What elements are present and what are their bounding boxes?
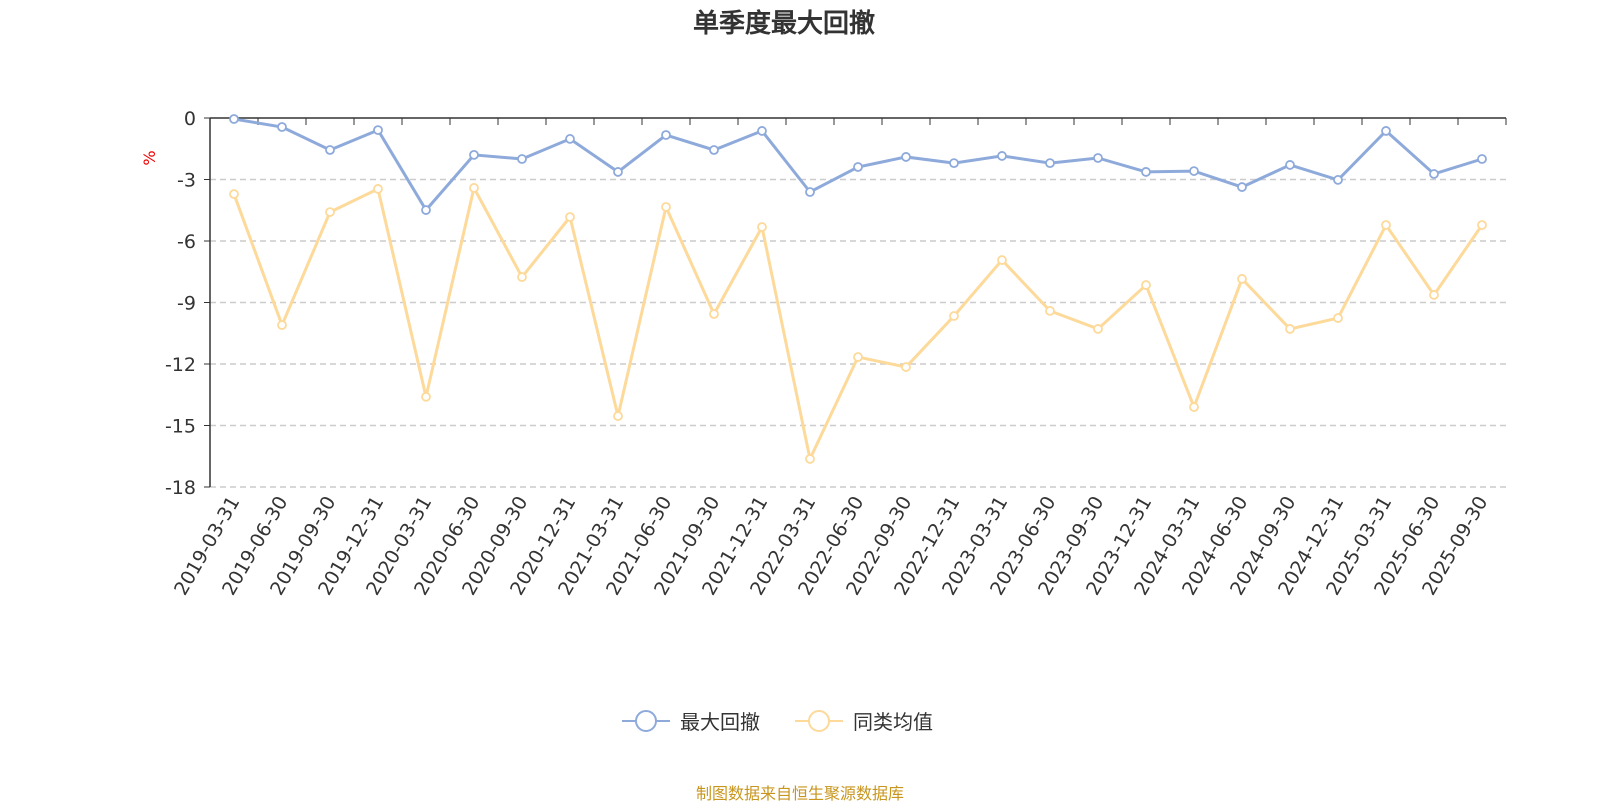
data-point [517,154,527,164]
data-point [1093,153,1103,163]
data-point [901,152,911,162]
data-point [757,222,767,232]
data-point [1333,175,1343,185]
data-point [853,352,863,362]
data-point [997,151,1007,161]
data-point [661,202,671,212]
y-tick-label: 0 [184,108,196,130]
data-point [1429,290,1439,300]
data-point [949,311,959,321]
data-point [277,122,287,132]
data-point [661,130,671,140]
data-point [1141,280,1151,290]
data-point [997,255,1007,265]
data-point [421,205,431,215]
data-point [1285,324,1295,334]
legend-label: 最大回撤 [680,710,760,734]
data-point [1333,313,1343,323]
data-point [517,272,527,282]
data-point [1237,182,1247,192]
data-point [1237,274,1247,284]
data-point [757,126,767,136]
data-point [277,320,287,330]
data-point [805,454,815,464]
y-axis-label: % [140,150,159,165]
data-point [325,207,335,217]
data-point [1381,220,1391,230]
series-0 [229,114,1487,215]
data-point [949,158,959,169]
data-point [1045,306,1055,316]
data-point [565,212,575,222]
data-point [901,362,911,372]
y-tick-label: -12 [165,354,196,376]
data-point [373,125,383,135]
legend-label: 同类均值 [853,710,933,734]
series-1 [229,183,1487,464]
legend-item-1[interactable]: 同类均值 [795,710,933,734]
data-point [229,189,239,199]
y-tick-label: -9 [177,293,196,315]
data-point [469,183,479,193]
data-point [1477,154,1487,164]
data-point [1045,158,1055,169]
y-tick-label: -18 [165,477,196,499]
legend-circle-icon [808,710,830,732]
legend-item-0[interactable]: 最大回撤 [622,710,760,734]
data-point [1189,402,1199,412]
series-line [232,183,1484,464]
data-point [1381,126,1391,136]
data-point [469,149,479,160]
legend-circle-icon [635,710,657,732]
data-point [709,145,719,155]
data-point [1285,160,1295,170]
data-point [613,411,623,421]
data-point [1429,169,1439,179]
data-point [805,187,815,197]
data-point [1189,166,1199,176]
data-point [1141,167,1151,177]
data-point [421,391,431,402]
data-point [1093,324,1103,334]
data-point [373,184,383,194]
chart-title: 单季度最大回撤 [693,8,875,39]
data-point [709,309,719,319]
data-point [853,162,863,172]
data-point [613,167,623,177]
y-tick-label: -15 [165,416,196,438]
y-tick-label: -6 [177,231,196,253]
data-source-note: 制图数据来自恒生聚源数据库 [695,784,904,803]
data-point [229,114,239,124]
data-point [325,145,335,155]
y-tick-label: -3 [177,170,196,192]
data-point [565,134,575,144]
data-point [1477,220,1487,230]
